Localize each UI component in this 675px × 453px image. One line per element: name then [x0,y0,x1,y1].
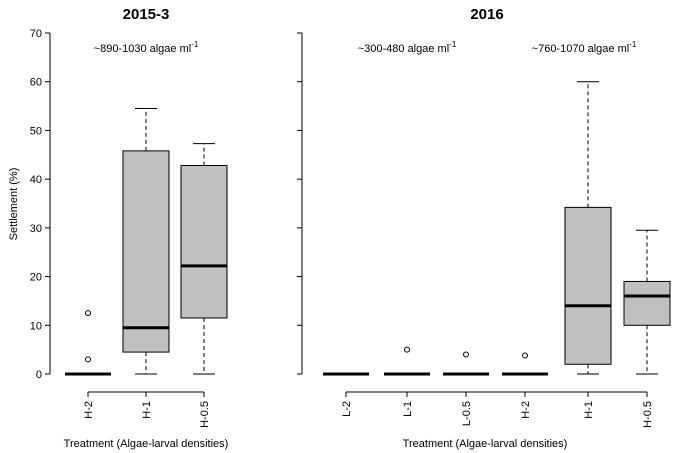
box-L-0.5 [443,351,489,376]
panel-2-title: 2016 [470,6,503,23]
panel-2-annotation-left-sup: -1 [449,40,457,49]
outlier-point [404,346,410,353]
panel-2-annotation-right-sup: -1 [629,40,637,49]
box-iqr [564,206,612,365]
x-tick-label: H-1 [583,401,595,419]
x-tick-label: L-0.5 [461,401,473,426]
panel-1-title: 2015-3 [123,6,170,23]
panel-2-x-axis-label: Treatment (Algae-larval densities) [403,438,568,450]
box-H-0.5 [180,143,228,375]
box-H-2 [65,310,111,376]
panel-2-annotation-right-text: ~760-1070 algae ml [532,43,630,55]
panel-2-axes: L-2 L-1 L-0.5 H-2 H-1 H-0.5 [297,32,654,428]
box-H-1 [122,108,170,375]
x-tick-label: L-2 [341,401,353,417]
outlier-point [85,356,91,363]
panel-2-boxes [323,81,671,376]
box-iqr [122,150,170,353]
y-tick-label: 20 [30,272,42,284]
panel-2016: 2016 ~300-480 algae ml-1 ~760-1070 algae… [297,6,671,450]
y-tick-label: 40 [30,174,42,186]
panel-1-annotation-sup: -1 [191,40,199,49]
box-H-1 [564,81,612,375]
box-iqr [623,280,671,326]
panel-2-annotation-left-text: ~300-480 algae ml [358,43,449,55]
panel-1-boxes [65,108,228,376]
outlier-point [463,351,469,358]
panel-2015-3: 2015-3 ~890-1030 algae ml-1 Settlement (… [8,6,228,450]
box-H-2 [502,352,548,376]
x-tick-label: L-1 [402,401,414,417]
panel-2-annotation-left: ~300-480 algae ml-1 [358,40,457,55]
outlier-point [522,352,528,359]
panel-1-annotation: ~890-1030 algae ml-1 [94,40,199,55]
x-tick-label: H-2 [520,401,532,419]
panel-2-annotation-right: ~760-1070 algae ml-1 [532,40,637,55]
y-axis-label: Settlement (%) [8,168,20,241]
box-iqr [180,165,228,319]
y-tick-label: 10 [30,320,42,332]
panel-1-annotation-text: ~890-1030 algae ml [94,43,192,55]
x-tick-label: H-1 [141,401,153,419]
y-tick-label: 50 [30,125,42,137]
x-tick-label: H-0.5 [199,401,211,428]
y-tick-label: 60 [30,77,42,89]
box-L-1 [384,346,430,376]
x-tick-label: H-2 [83,401,95,419]
panel-1-x-axis-label: Treatment (Algae-larval densities) [64,438,229,450]
panel-1-axes: 0 10 20 30 40 50 60 70 H-2 H-1 H-0.5 [30,28,211,428]
box-H-0.5 [623,229,671,375]
y-tick-label: 0 [36,369,42,381]
x-tick-label: H-0.5 [642,401,654,428]
outlier-point [85,310,91,317]
y-tick-label: 70 [30,28,42,40]
y-tick-label: 30 [30,223,42,235]
